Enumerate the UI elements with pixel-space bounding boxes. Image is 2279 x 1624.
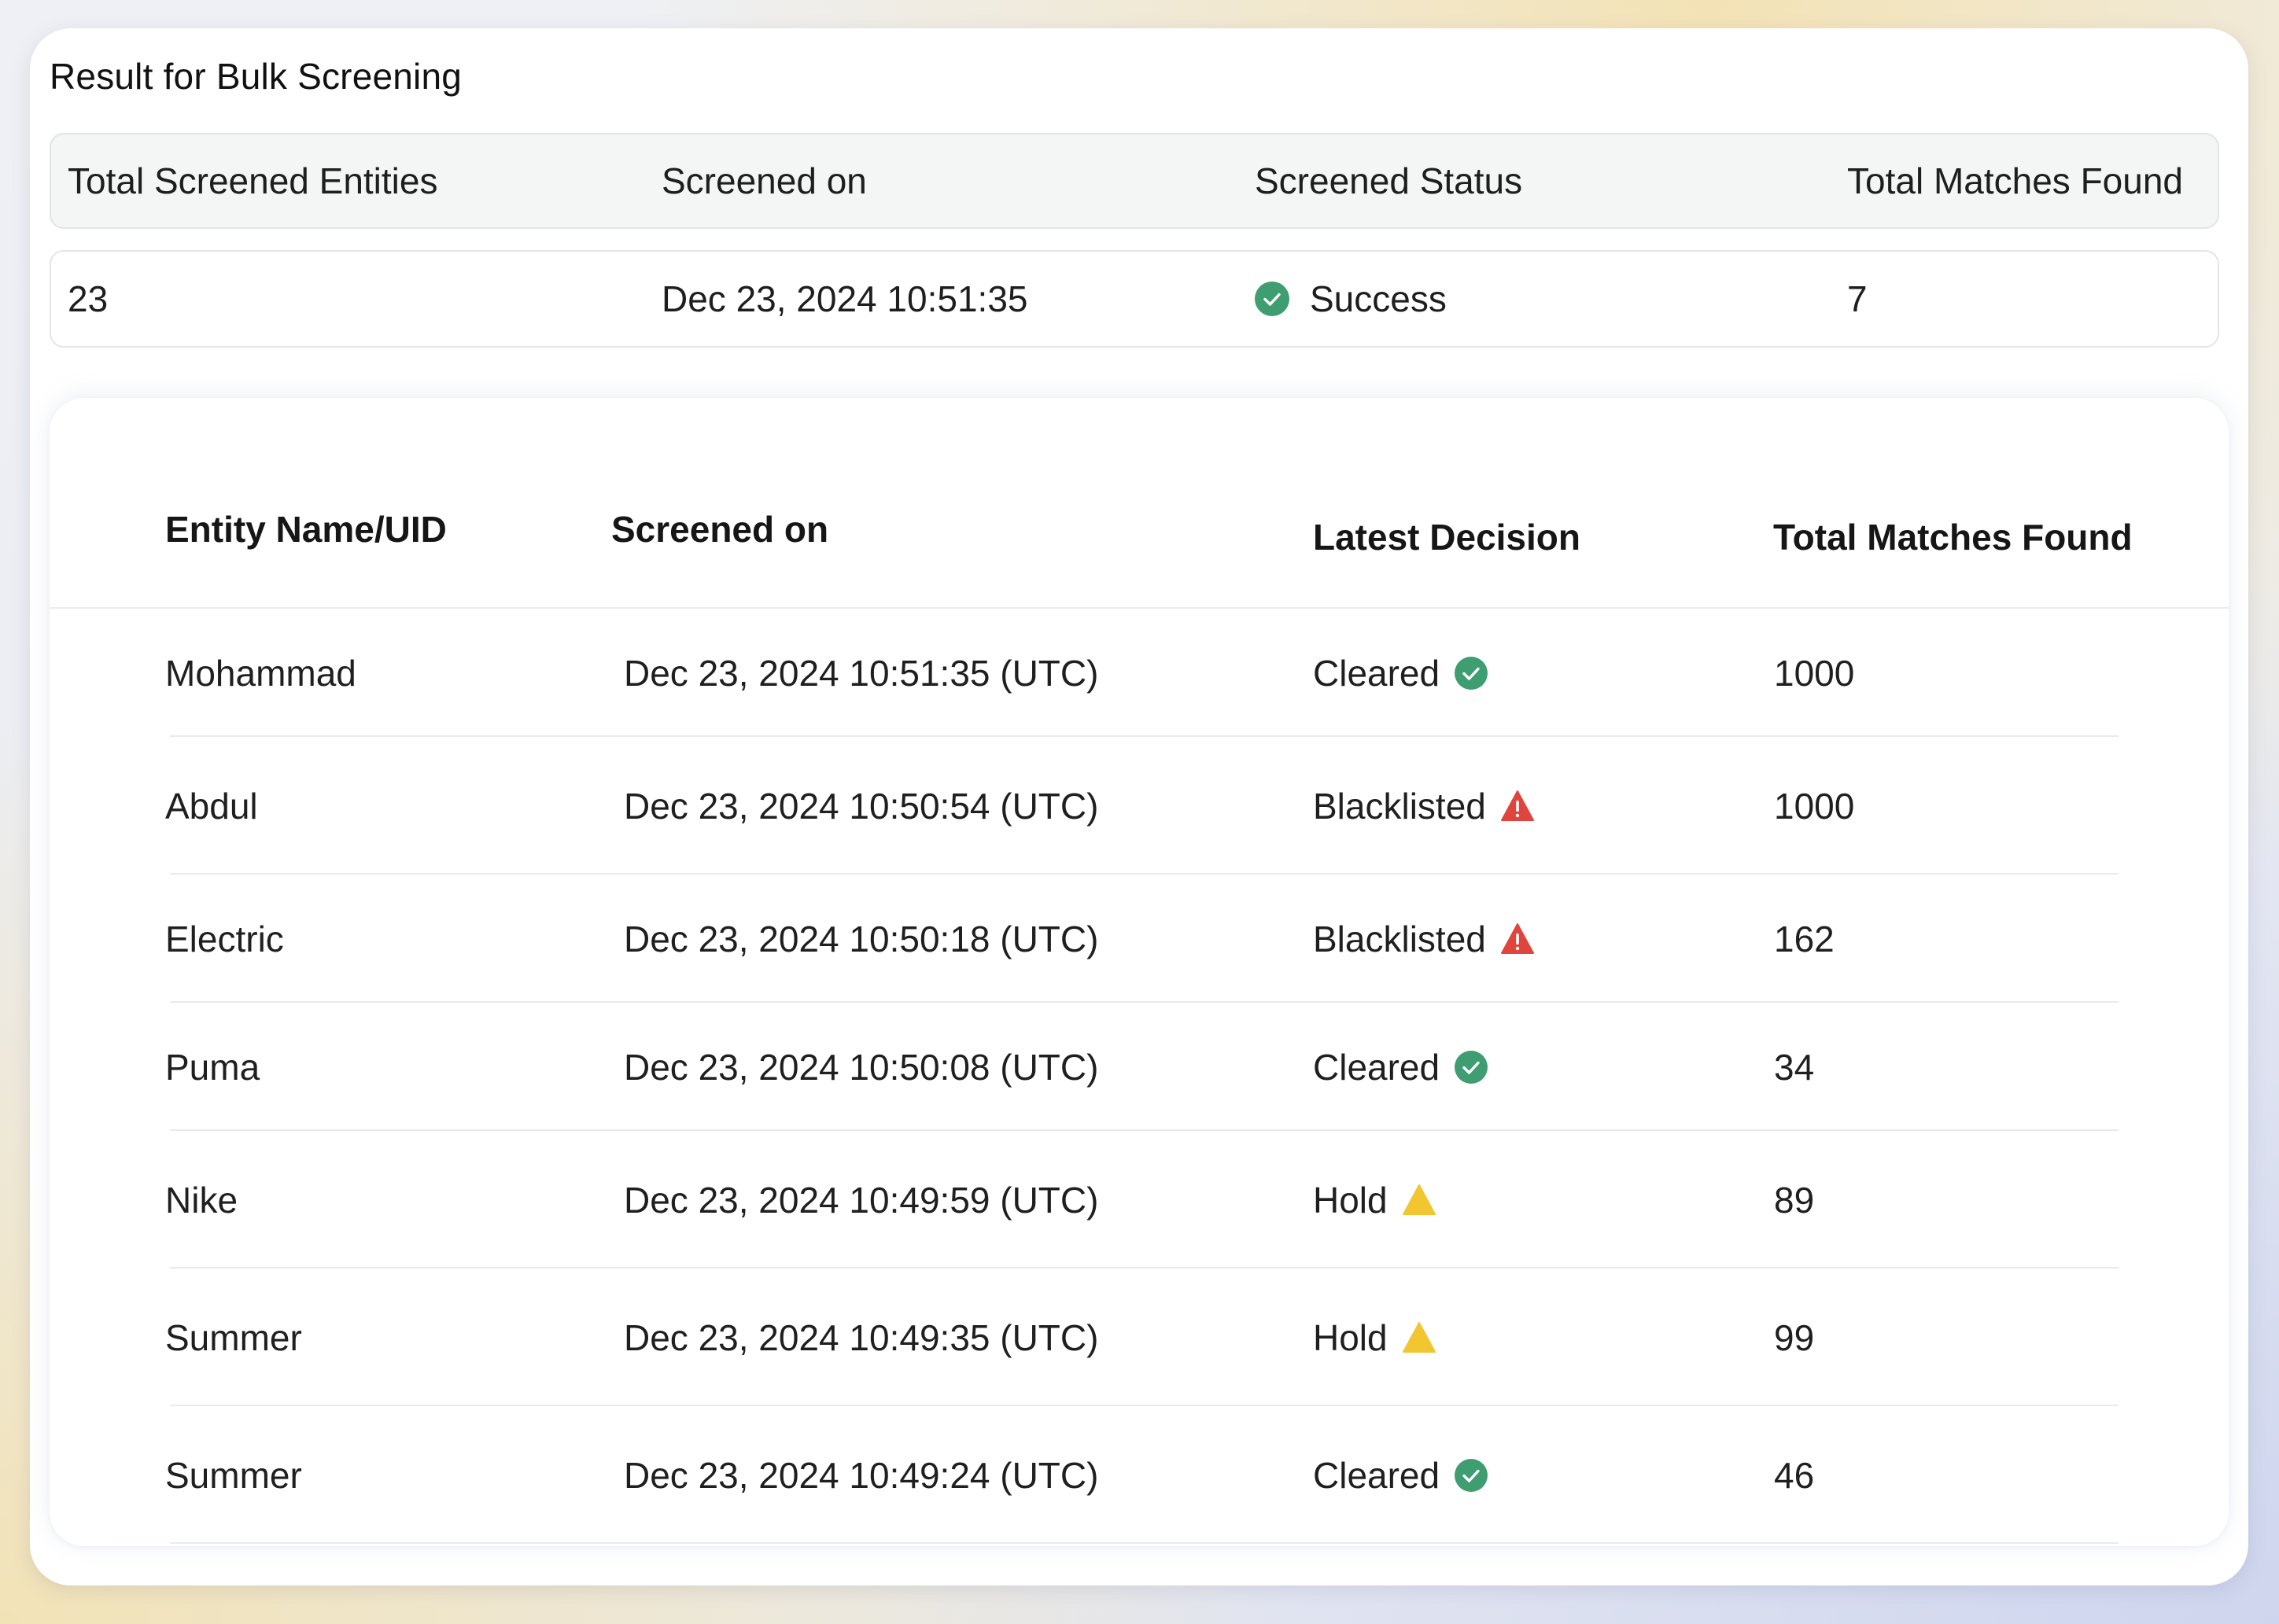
table-row[interactable]: Summer Dec 23, 2024 10:49:24 (UTC) Cleared… — [50, 1406, 2229, 1544]
summary-header-status: Screened Status — [1255, 160, 1523, 201]
summary-header: Total Screened Entities Screened on Scre… — [50, 133, 2219, 229]
check-circle-icon — [1454, 656, 1488, 690]
summary-row: 23 Dec 23, 2024 10:51:35 Success 7 — [50, 250, 2219, 348]
summary-status: Success — [1255, 252, 1447, 346]
entity-name-cell[interactable]: Summer — [165, 1317, 302, 1358]
decision-label: Hold — [1313, 1317, 1388, 1358]
latest-decision-cell: Blacklisted — [1313, 875, 1535, 1003]
latest-decision-cell: Hold — [1313, 1269, 1436, 1406]
screened-on-cell: Dec 23, 2024 10:49:35 (UTC) — [624, 1317, 1099, 1358]
results-table-header: Entity Name/UID Screened on Latest Decis… — [50, 398, 2229, 609]
total-matches-cell: 89 — [1774, 1179, 1815, 1221]
entity-name-cell[interactable]: Abdul — [165, 785, 258, 827]
bulk-screening-panel: Result for Bulk Screening Total Screened… — [30, 28, 2248, 1585]
entity-name-cell[interactable]: Electric — [165, 918, 284, 959]
decision-label: Cleared — [1313, 1454, 1440, 1496]
total-matches-cell: 99 — [1774, 1317, 1815, 1358]
check-circle-icon — [1454, 1050, 1488, 1085]
entity-name-cell[interactable]: Puma — [165, 1046, 260, 1088]
entity-name-cell[interactable]: Mohammad — [165, 652, 356, 694]
column-header-latest-decision[interactable]: Latest Decision — [1313, 517, 1580, 558]
screened-on-cell: Dec 23, 2024 10:49:24 (UTC) — [624, 1454, 1099, 1496]
decision-label: Hold — [1313, 1179, 1388, 1221]
total-matches-cell: 34 — [1774, 1046, 1815, 1088]
results-card: Entity Name/UID Screened on Latest Decis… — [50, 398, 2229, 1546]
check-circle-icon — [1255, 282, 1289, 316]
row-divider — [170, 1405, 2119, 1406]
screened-on-cell: Dec 23, 2024 10:50:54 (UTC) — [624, 785, 1099, 827]
summary-screened-on-value: Dec 23, 2024 10:51:35 — [662, 278, 1028, 319]
entity-name-cell[interactable]: Nike — [165, 1179, 238, 1221]
table-row[interactable]: Nike Dec 23, 2024 10:49:59 (UTC) Hold 89 — [50, 1131, 2229, 1269]
screened-on-cell: Dec 23, 2024 10:50:08 (UTC) — [624, 1046, 1099, 1088]
summary-header-total-matches: Total Matches Found — [1847, 160, 2184, 201]
column-header-entity-name[interactable]: Entity Name/UID — [165, 509, 447, 550]
warning-yellow-icon — [1402, 1320, 1436, 1355]
table-row[interactable]: Abdul Dec 23, 2024 10:50:54 (UTC) Blacklis… — [50, 737, 2229, 875]
entity-name-cell[interactable]: Summer — [165, 1454, 302, 1496]
check-circle-icon — [1454, 1458, 1488, 1493]
latest-decision-cell: Cleared — [1313, 1003, 1488, 1131]
column-header-screened-on[interactable]: Screened on — [611, 509, 829, 550]
row-divider — [170, 1267, 2119, 1269]
total-matches-cell: 162 — [1774, 918, 1835, 959]
warning-red-icon — [1500, 789, 1535, 823]
latest-decision-cell: Blacklisted — [1313, 737, 1535, 875]
screened-on-cell: Dec 23, 2024 10:51:35 (UTC) — [624, 652, 1099, 694]
row-divider — [170, 735, 2119, 737]
decision-label: Blacklisted — [1313, 918, 1486, 959]
decision-label: Cleared — [1313, 1046, 1440, 1088]
row-divider — [170, 1542, 2119, 1544]
row-divider — [170, 873, 2119, 875]
table-row[interactable]: Mohammad Dec 23, 2024 10:51:35 (UTC) Clear… — [50, 609, 2229, 737]
total-matches-cell: 46 — [1774, 1454, 1815, 1496]
latest-decision-cell: Cleared — [1313, 1406, 1488, 1544]
panel-title: Result for Bulk Screening — [50, 56, 463, 97]
row-divider — [170, 1001, 2119, 1003]
summary-total-screened-value: 23 — [68, 278, 109, 319]
total-matches-cell: 1000 — [1774, 652, 1855, 694]
decision-label: Cleared — [1313, 652, 1440, 694]
row-divider — [170, 1129, 2119, 1131]
latest-decision-cell: Cleared — [1313, 609, 1488, 737]
latest-decision-cell: Hold — [1313, 1131, 1436, 1269]
summary-header-total-screened: Total Screened Entities — [68, 160, 438, 201]
table-row[interactable]: Electric Dec 23, 2024 10:50:18 (UTC) Black… — [50, 875, 2229, 1003]
table-row[interactable]: Summer Dec 23, 2024 10:49:35 (UTC) Hold 99 — [50, 1269, 2229, 1406]
summary-status-value: Success — [1310, 278, 1447, 319]
decision-label: Blacklisted — [1313, 785, 1486, 827]
summary-header-screened-on: Screened on — [662, 160, 867, 201]
warning-red-icon — [1500, 922, 1535, 956]
screened-on-cell: Dec 23, 2024 10:50:18 (UTC) — [624, 918, 1099, 959]
column-header-total-matches[interactable]: Total Matches Found — [1773, 517, 2133, 558]
total-matches-cell: 1000 — [1774, 785, 1855, 827]
warning-yellow-icon — [1402, 1183, 1436, 1217]
table-row[interactable]: Puma Dec 23, 2024 10:50:08 (UTC) Cleared 34 — [50, 1003, 2229, 1131]
screened-on-cell: Dec 23, 2024 10:49:59 (UTC) — [624, 1179, 1099, 1221]
summary-total-matches-value: 7 — [1847, 278, 1868, 319]
